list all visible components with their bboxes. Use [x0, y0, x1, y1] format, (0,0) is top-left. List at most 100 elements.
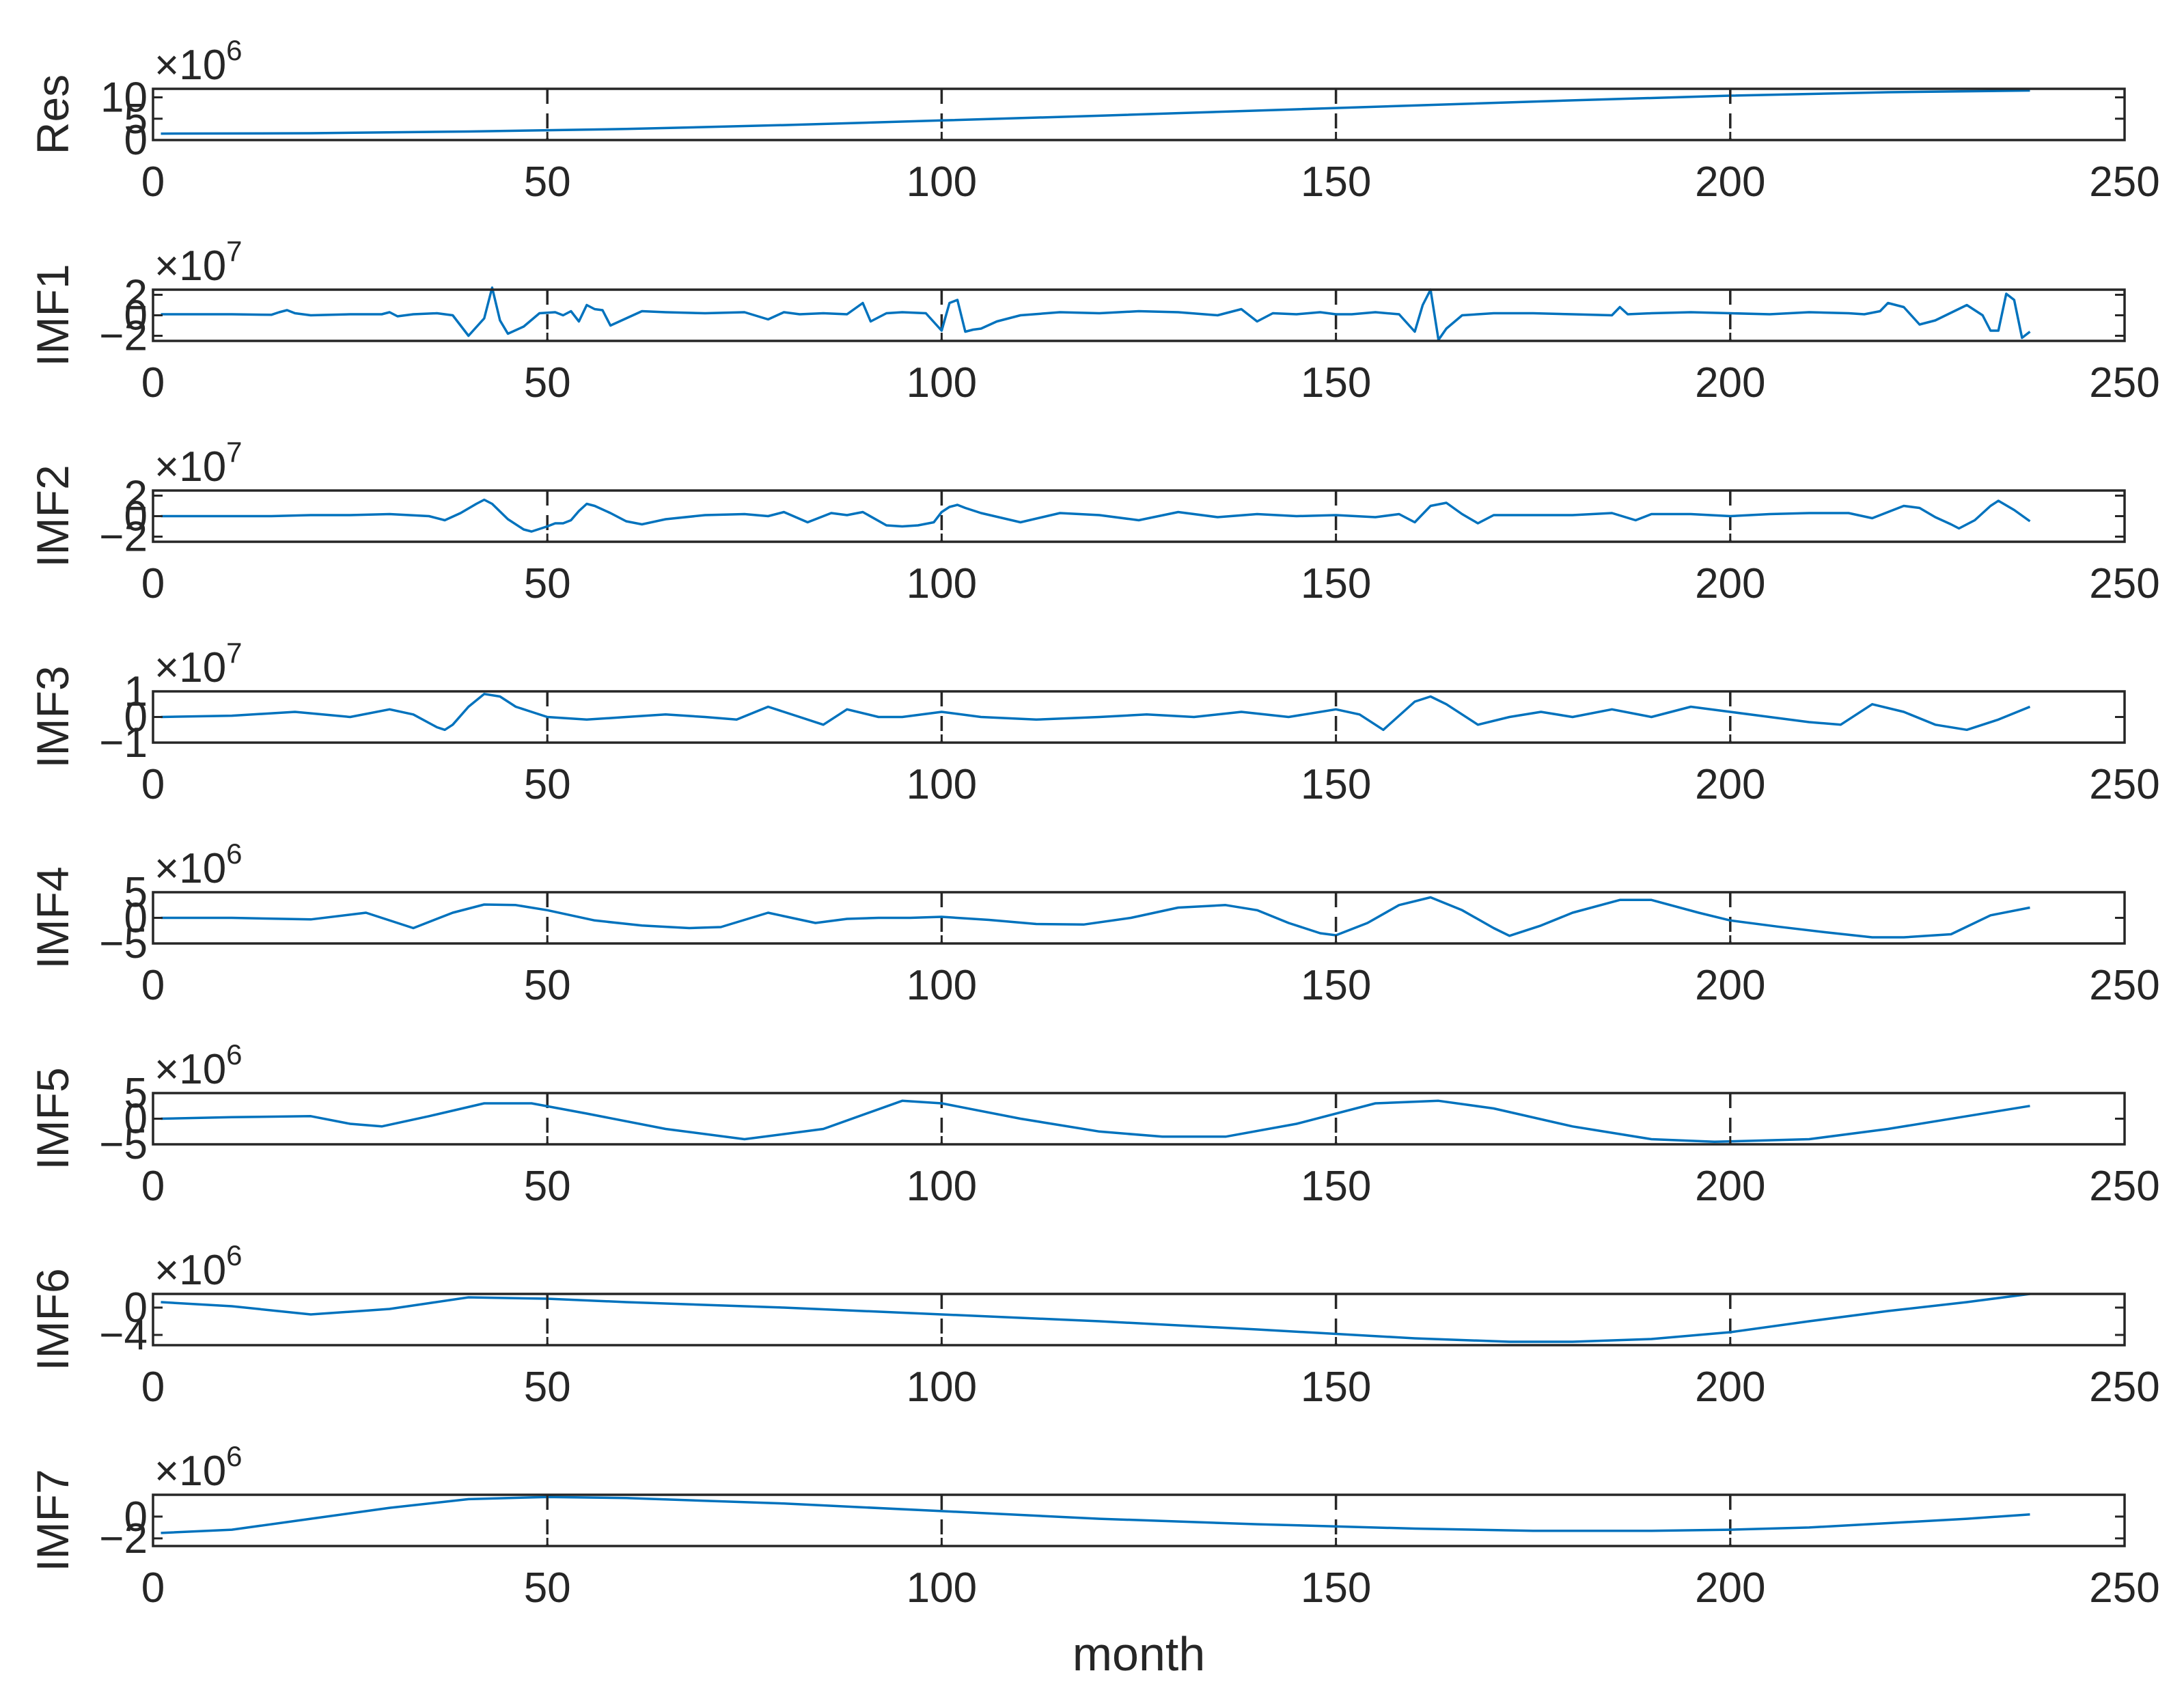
series-line [161, 89, 2030, 135]
y-exponent-label: ×106 [154, 34, 243, 89]
x-tick-label: 50 [524, 1163, 571, 1210]
y-tick-label: 5 [124, 96, 148, 143]
x-tick-label: 150 [1301, 962, 1371, 1009]
x-tick-label: 250 [2089, 962, 2159, 1009]
x-tick-label: 150 [1301, 1564, 1371, 1612]
x-tick-label: 50 [524, 158, 571, 206]
x-tick-label: 150 [1301, 1163, 1371, 1210]
x-tick-label: 50 [524, 1364, 571, 1411]
x-tick-label: 250 [2089, 761, 2159, 808]
y-tick-label: −4 [99, 1312, 148, 1359]
y-tick-label: 1 [124, 668, 148, 715]
x-tick-label: 50 [524, 560, 571, 607]
x-tick-label: 0 [141, 1564, 165, 1612]
y-tick-label: −5 [99, 920, 148, 967]
x-tick-label: 250 [2089, 560, 2159, 607]
y-axis-label: IMF2 [27, 465, 78, 567]
x-tick-label: 150 [1301, 1364, 1371, 1411]
y-axis-label: Res [27, 74, 78, 154]
x-tick-label: 150 [1301, 158, 1371, 206]
series-line [161, 286, 2031, 342]
series-line [161, 1293, 2030, 1343]
axes-box [152, 1293, 2126, 1347]
x-tick-label: 100 [907, 1364, 977, 1411]
y-tick-label: 0 [124, 1493, 148, 1541]
x-tick-label: 250 [2089, 1364, 2159, 1411]
y-exponent-label: ×106 [154, 1239, 243, 1294]
x-tick-label: 0 [141, 1163, 165, 1210]
x-tick-label: 200 [1695, 560, 1765, 607]
x-tick-label: 0 [141, 359, 165, 406]
x-tick-label: 150 [1301, 761, 1371, 808]
x-tick-label: 50 [524, 962, 571, 1009]
y-tick-label: −2 [99, 514, 148, 561]
y-exponent-label: ×107 [154, 637, 243, 691]
y-tick-label: −5 [99, 1121, 148, 1168]
y-tick-label: 0 [124, 292, 148, 340]
x-tick-label: 100 [907, 962, 977, 1009]
y-exponent-label: ×106 [154, 1038, 243, 1093]
x-tick-label: 150 [1301, 359, 1371, 406]
x-tick-label: 100 [907, 761, 977, 808]
y-axis-label: IMF7 [27, 1469, 78, 1571]
y-tick-label: 0 [124, 694, 148, 741]
y-tick-label: 5 [124, 1070, 148, 1117]
y-axis-label: IMF6 [27, 1268, 78, 1370]
y-axis-label: IMF5 [27, 1067, 78, 1170]
series-line [161, 498, 2031, 533]
x-tick-label: 100 [907, 359, 977, 406]
y-exponent-label: ×106 [154, 1440, 243, 1495]
x-tick-label: 100 [907, 1564, 977, 1612]
series-line [161, 693, 2031, 732]
x-tick-label: 200 [1695, 962, 1765, 1009]
x-tick-label: 200 [1695, 158, 1765, 206]
x-tick-label: 200 [1695, 1564, 1765, 1612]
x-tick-label: 0 [141, 761, 165, 808]
x-tick-label: 0 [141, 158, 165, 206]
y-tick-label: 0 [124, 1284, 148, 1332]
x-tick-label: 200 [1695, 761, 1765, 808]
y-axis-label: IMF3 [27, 665, 78, 768]
x-tick-label: 50 [524, 761, 571, 808]
axes-box [152, 1493, 2126, 1547]
x-tick-label: 100 [907, 158, 977, 206]
x-tick-label: 50 [524, 1564, 571, 1612]
y-exponent-label: ×106 [154, 838, 243, 892]
y-exponent-label: ×107 [154, 235, 243, 290]
axes-box [152, 891, 2126, 945]
y-tick-label: 0 [124, 895, 148, 942]
x-tick-label: 250 [2089, 359, 2159, 406]
series-line [161, 1495, 2030, 1534]
axes-box [152, 690, 2126, 744]
x-tick-label: 250 [2089, 1163, 2159, 1210]
y-axis-label: IMF1 [27, 264, 78, 366]
x-tick-label: 250 [2089, 158, 2159, 206]
y-tick-label: 2 [124, 473, 148, 520]
x-tick-label: 200 [1695, 359, 1765, 406]
y-tick-label: 0 [124, 493, 148, 540]
axes-box [152, 489, 2126, 543]
x-tick-label: 50 [524, 359, 571, 406]
y-tick-label: −2 [99, 313, 148, 360]
x-tick-label: 0 [141, 1364, 165, 1411]
y-tick-label: −2 [99, 1515, 148, 1562]
series-line [161, 896, 2030, 939]
x-tick-label: 100 [907, 1163, 977, 1210]
series-line [161, 1099, 2030, 1144]
y-exponent-label: ×107 [154, 436, 243, 491]
axes-box [152, 87, 2126, 141]
x-tick-label: 250 [2089, 1564, 2159, 1612]
y-tick-label: 0 [124, 117, 148, 164]
x-tick-label: 0 [141, 560, 165, 607]
y-tick-label: −1 [99, 719, 148, 767]
x-tick-label: 150 [1301, 560, 1371, 607]
